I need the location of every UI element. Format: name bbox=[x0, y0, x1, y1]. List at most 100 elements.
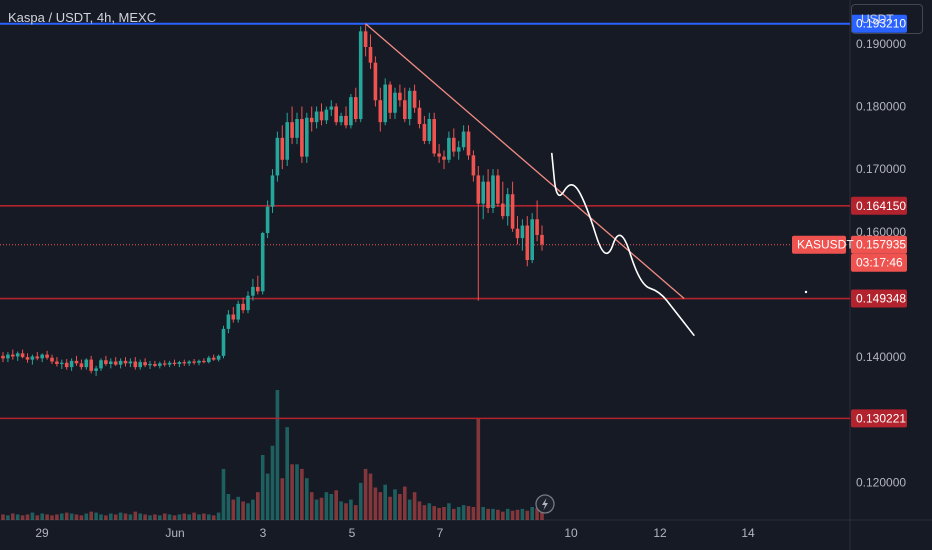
level-price-tag-box bbox=[851, 409, 907, 428]
volume-bar bbox=[236, 496, 240, 520]
candle-body bbox=[442, 156, 446, 160]
candle-body bbox=[216, 355, 221, 360]
symbol-tag-box bbox=[792, 235, 846, 254]
volume-bar bbox=[207, 514, 211, 520]
time-tick-label: 3 bbox=[260, 526, 267, 540]
volume-bar bbox=[118, 512, 123, 520]
volume-bar bbox=[363, 468, 368, 520]
candle-body bbox=[476, 175, 481, 204]
volume-bar bbox=[55, 514, 59, 520]
candle-body bbox=[55, 361, 59, 364]
volume-bar bbox=[15, 514, 20, 520]
projection-path bbox=[551, 152, 695, 336]
candle-body bbox=[50, 357, 54, 362]
level-price-tag-text: 0.193210 bbox=[856, 17, 906, 31]
candle-body bbox=[69, 360, 74, 368]
current-price-tag-text: 0.157935 bbox=[856, 238, 906, 252]
volume-bar bbox=[358, 482, 363, 520]
candle-body bbox=[79, 363, 84, 368]
volume-bar bbox=[354, 505, 358, 520]
volume-bar bbox=[246, 503, 250, 520]
volume-bar bbox=[334, 490, 338, 520]
volume-bar bbox=[383, 484, 387, 520]
volume-bar bbox=[432, 506, 436, 520]
volume-bar bbox=[162, 513, 167, 520]
candle-body bbox=[153, 364, 157, 366]
volume-bar bbox=[530, 507, 534, 520]
volume-bars bbox=[1, 390, 544, 520]
candle-body bbox=[398, 92, 402, 101]
volume-bar bbox=[20, 515, 25, 520]
candle-body bbox=[525, 225, 530, 260]
drawing-dot bbox=[804, 290, 808, 294]
volume-bar bbox=[221, 468, 226, 520]
level-price-tag-text: 0.164150 bbox=[856, 199, 906, 213]
candle-body bbox=[231, 314, 236, 320]
candle-body bbox=[1, 355, 5, 359]
candle-body bbox=[74, 360, 79, 364]
time-tick-label: Jun bbox=[165, 526, 184, 540]
candle-body bbox=[172, 362, 177, 364]
candle-body bbox=[393, 92, 397, 113]
candle-body bbox=[246, 295, 250, 311]
candle-body bbox=[138, 362, 142, 368]
volume-bar bbox=[417, 501, 422, 520]
candle-body bbox=[113, 361, 118, 365]
drawing-trendline bbox=[365, 23, 685, 300]
candle-body bbox=[324, 109, 329, 121]
volume-bar bbox=[525, 510, 530, 520]
currency-selector-button[interactable]: USDT bbox=[851, 4, 923, 34]
volume-bar bbox=[481, 507, 485, 520]
volume-bar bbox=[305, 478, 309, 520]
symbol-title[interactable]: Kaspa / USDT, 4h, MEXC bbox=[8, 10, 157, 25]
candle-body bbox=[15, 353, 20, 357]
volume-bar bbox=[452, 508, 456, 520]
candle-body bbox=[481, 181, 485, 204]
candle-body bbox=[432, 119, 436, 154]
candle-body bbox=[133, 361, 138, 368]
candle-body bbox=[162, 363, 167, 365]
volume-bar bbox=[412, 492, 417, 520]
candle-body bbox=[471, 155, 476, 176]
volume-bar bbox=[295, 464, 299, 520]
volume-bar bbox=[133, 511, 138, 520]
volume-bar bbox=[79, 515, 84, 520]
candle-body bbox=[535, 219, 539, 235]
volume-bar bbox=[241, 501, 245, 520]
volume-bar bbox=[113, 514, 118, 520]
volume-bar bbox=[275, 390, 280, 520]
candle-body bbox=[275, 137, 280, 176]
volume-bar bbox=[368, 473, 373, 520]
lightning-icon[interactable] bbox=[535, 494, 555, 514]
candle-body bbox=[64, 362, 69, 368]
candle-body bbox=[314, 111, 319, 123]
volume-bar bbox=[99, 514, 103, 520]
volume-bar bbox=[471, 507, 476, 520]
level-price-tag-text: 0.130221 bbox=[856, 411, 906, 425]
candle-body bbox=[104, 360, 108, 364]
candle-body bbox=[452, 137, 456, 152]
candle-body bbox=[309, 117, 314, 123]
candle-body bbox=[177, 362, 182, 364]
candle-body bbox=[143, 362, 147, 366]
candle-body bbox=[466, 131, 471, 156]
candle-body bbox=[260, 233, 265, 292]
volume-bar bbox=[172, 515, 177, 520]
candle-body bbox=[334, 106, 338, 123]
candle-body bbox=[378, 100, 383, 123]
volume-bar bbox=[309, 492, 314, 520]
volume-bar bbox=[491, 508, 495, 520]
horizontal-levels bbox=[0, 22, 850, 420]
candle-body bbox=[128, 361, 133, 364]
time-tick-label: 7 bbox=[437, 526, 444, 540]
volume-bar bbox=[74, 514, 79, 520]
volume-bar bbox=[84, 513, 89, 520]
volume-bar bbox=[535, 507, 539, 520]
candle-body bbox=[491, 175, 495, 208]
candle-body bbox=[422, 124, 427, 141]
candle-body bbox=[89, 359, 93, 371]
time-tick-label: 5 bbox=[349, 526, 356, 540]
volume-bar bbox=[280, 478, 285, 520]
candle-body bbox=[496, 175, 500, 204]
